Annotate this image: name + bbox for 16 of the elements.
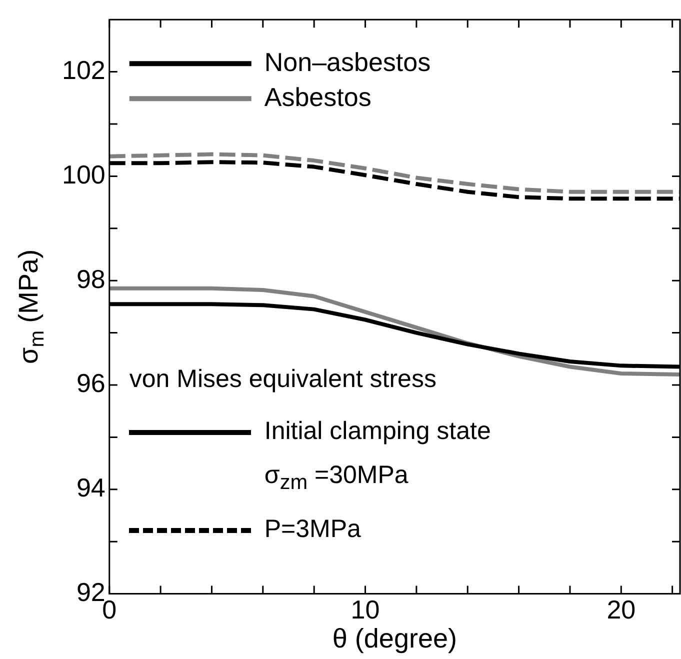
annotation: P=3MPa xyxy=(264,515,361,543)
x-tick-label: 10 xyxy=(350,594,380,625)
legend-label: Asbestos xyxy=(264,82,372,112)
y-tick-label: 94 xyxy=(76,472,106,503)
annotation: Initial clamping state xyxy=(264,417,491,445)
legend-label: Non–asbestos xyxy=(264,46,431,77)
y-axis-title: σm (MPa) xyxy=(13,249,49,364)
x-tick-label: 20 xyxy=(606,594,636,625)
annotation: σ$_{zm}$ =30MPa xyxy=(264,461,408,494)
y-tick-label: 100 xyxy=(62,159,106,190)
annotation: von Mises equivalent stress xyxy=(129,365,436,393)
y-tick-label: 98 xyxy=(76,264,106,294)
y-tick-label: 102 xyxy=(62,54,106,85)
line-series xyxy=(109,152,680,194)
y-tick-label: 96 xyxy=(76,368,106,398)
x-axis-title: θ (degree) xyxy=(332,623,457,654)
